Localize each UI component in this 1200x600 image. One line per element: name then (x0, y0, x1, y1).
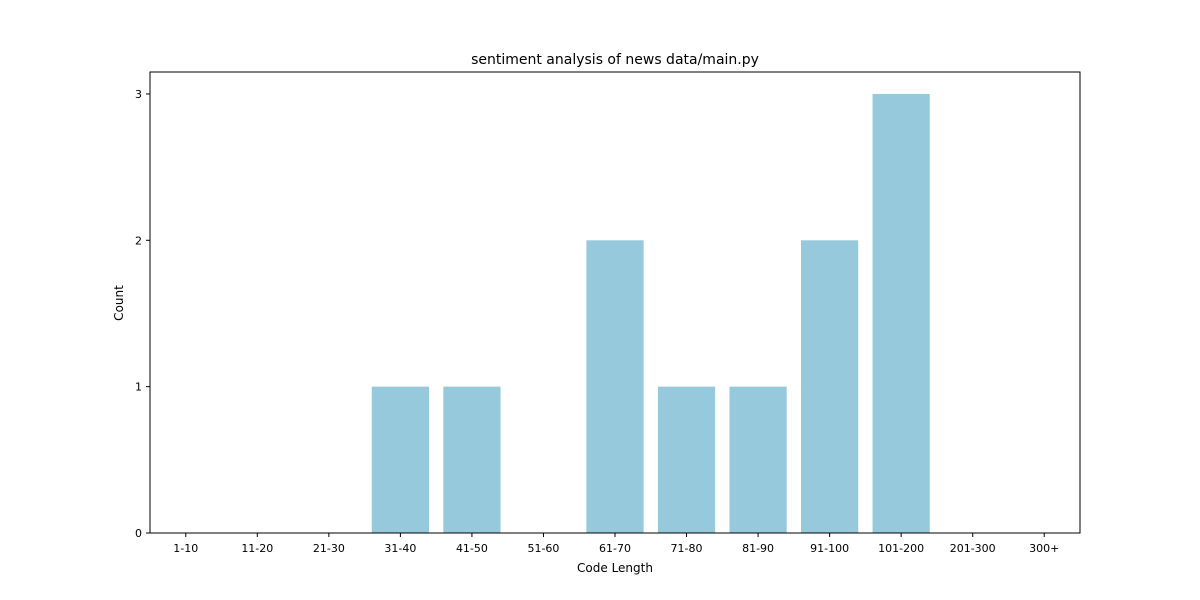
bar-31-40 (371, 386, 429, 533)
x-tick-label: 31-40 (384, 542, 416, 555)
x-tick-label: 300+ (1029, 542, 1059, 555)
y-tick-label: 1 (135, 381, 142, 394)
x-tick-label: 201-300 (950, 542, 996, 555)
x-tick-label: 71-80 (671, 542, 703, 555)
x-axis-label: Code Length (577, 561, 653, 575)
y-axis-ticks: 0 1 2 3 (135, 88, 150, 540)
x-tick-label: 21-30 (313, 542, 345, 555)
y-tick-label: 2 (135, 234, 142, 247)
bar-81-90 (729, 386, 787, 533)
bars-layer (371, 93, 930, 534)
chart-title: sentiment analysis of news data/main.py (471, 52, 759, 68)
y-tick-label: 3 (135, 88, 142, 101)
x-axis-ticks: 1-10 11-20 21-30 31-40 41-50 51-60 61-70 71-80 8… (173, 533, 1059, 555)
bar-91-100 (801, 240, 859, 534)
x-tick-label: 101-200 (878, 542, 924, 555)
bar-41-50 (443, 386, 501, 533)
x-tick-label: 91-100 (810, 542, 849, 555)
bar-101-200 (872, 93, 930, 533)
bar-61-70 (586, 240, 644, 534)
bar-71-80 (657, 386, 716, 533)
x-tick-label: 41-50 (456, 542, 488, 555)
x-tick-label: 81-90 (742, 542, 774, 555)
x-tick-label: 1-10 (173, 542, 198, 555)
x-tick-label: 61-70 (599, 542, 631, 555)
x-tick-label: 11-20 (241, 542, 273, 555)
y-axis-label: Count (112, 285, 126, 321)
y-tick-label: 0 (135, 527, 142, 540)
x-tick-label: 51-60 (527, 542, 559, 555)
